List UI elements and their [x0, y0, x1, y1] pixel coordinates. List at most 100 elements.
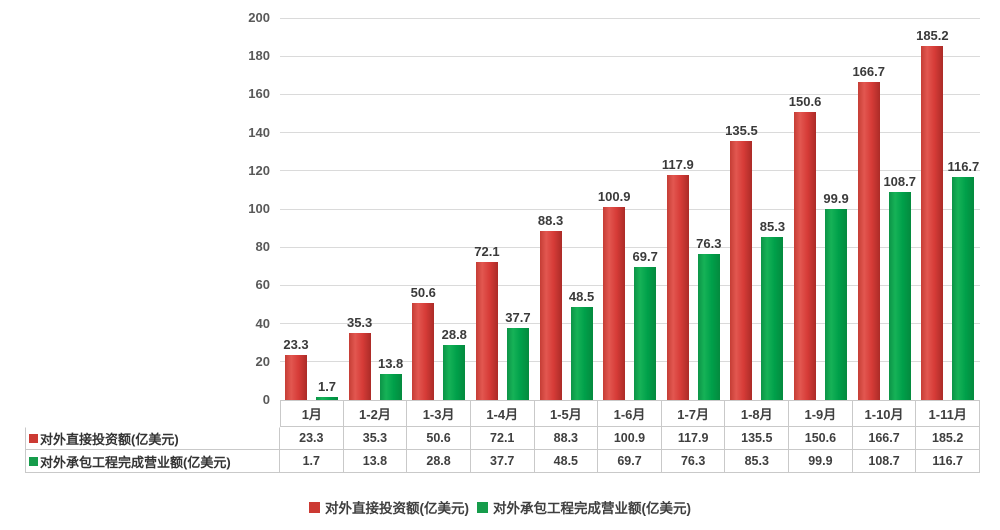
legend-marker-icon — [477, 501, 488, 513]
y-axis-tick-label: 0 — [262, 392, 270, 407]
table-header-1月: 1月 — [280, 400, 344, 427]
bar-series0-1-9月 — [794, 112, 817, 400]
bar-series1-1-2月 — [379, 373, 402, 400]
y-axis-tick-label: 200 — [248, 10, 270, 25]
bar-series1-1-4月 — [506, 327, 529, 400]
table-value-cell: 99.9 — [789, 450, 853, 473]
chart-legend: 对外直接投资额(亿美元) 对外承包工程完成营业额(亿美元) — [0, 497, 1000, 517]
table-value-cell: 100.9 — [598, 427, 662, 450]
legend-label: 对外承包工程完成营业额(亿美元) — [493, 501, 691, 516]
table-row-label: 对外承包工程完成营业额(亿美元) — [25, 450, 280, 473]
table-value-cell: 13.8 — [343, 450, 408, 473]
table-header-1-6月: 1-6月 — [598, 400, 662, 427]
y-axis-tick-label: 180 — [248, 48, 270, 64]
bar-series1-1-3月 — [443, 344, 466, 400]
table-header-1-11月: 1-11月 — [916, 400, 980, 427]
bar-value-label: 116.7 — [947, 159, 980, 175]
table-header-1-5月: 1-5月 — [534, 400, 599, 427]
bar-value-label: 13.8 — [377, 355, 404, 371]
y-gridline — [280, 361, 980, 363]
table-value-cell: 76.3 — [661, 450, 726, 473]
bar-value-label: 185.2 — [916, 28, 949, 44]
bar-series0-1-7月 — [666, 174, 689, 400]
y-gridline — [280, 246, 980, 248]
table-header-1-2月: 1-2月 — [343, 400, 408, 427]
table-value-cell: 48.5 — [534, 450, 599, 473]
y-axis-tick-label: 120 — [248, 162, 270, 178]
bar-series0-1-2月 — [348, 332, 371, 400]
y-gridline — [280, 132, 980, 134]
table-value-cell: 116.7 — [916, 450, 980, 473]
series-marker-icon — [29, 456, 38, 466]
bar-series1-1-10月 — [888, 192, 911, 400]
legend-item-series1: 对外承包工程完成营业额(亿美元) — [477, 497, 691, 517]
bar-series0-1-5月 — [539, 231, 562, 400]
y-axis-tick-label: 80 — [255, 239, 270, 255]
bar-series1-1-6月 — [634, 266, 657, 400]
table-header-1-3月: 1-3月 — [407, 400, 471, 427]
bar-value-label: 37.7 — [505, 309, 531, 325]
table-value-cell: 72.1 — [470, 427, 535, 450]
bar-value-label: 35.3 — [346, 314, 373, 330]
bar-value-label: 72.1 — [474, 244, 500, 260]
series-name: 对外承包工程完成营业额(亿美元) — [40, 454, 231, 470]
table-header-1-8月: 1-8月 — [725, 400, 790, 427]
y-axis-tick-label: 40 — [255, 315, 270, 331]
table-value-cell: 35.3 — [343, 427, 408, 450]
data-table: 1月 1-2月 1-3月 1-4月 1-5月 1-6月 1-7月 1-8月 1-9月 1-10月 1… — [25, 400, 980, 473]
legend-label: 对外直接投资额(亿美元) — [325, 501, 469, 516]
bar-value-label: 117.9 — [661, 156, 694, 172]
bar-series1-1-5月 — [570, 307, 593, 400]
y-axis-tick-label: 160 — [248, 86, 270, 102]
table-value-cell: 88.3 — [534, 427, 599, 450]
bar-value-label: 76.3 — [696, 236, 722, 252]
bar-series0-1-10月 — [857, 81, 880, 400]
y-axis-tick-label: 140 — [248, 124, 270, 140]
bar-series1-1-8月 — [761, 237, 784, 400]
bar-series1-1-7月 — [697, 254, 720, 400]
y-gridline — [280, 208, 980, 210]
bar-series0-1-11月 — [921, 46, 944, 400]
series-name: 对外直接投资额(亿美元) — [40, 432, 179, 447]
y-gridline — [280, 93, 980, 95]
table-value-cell: 69.7 — [598, 450, 662, 473]
bar-series0-1-6月 — [603, 207, 626, 400]
table-header-1-9月: 1-9月 — [789, 400, 853, 427]
bar-value-label: 99.9 — [823, 191, 849, 207]
y-axis-tick-label: 20 — [255, 353, 270, 369]
table-header-1-10月: 1-10月 — [852, 400, 917, 427]
bar-value-label: 69.7 — [632, 248, 658, 264]
y-gridline — [280, 284, 980, 286]
table-value-cell: 28.8 — [407, 450, 471, 473]
bar-value-label: 48.5 — [568, 289, 595, 305]
table-value-cell: 1.7 — [280, 450, 344, 473]
y-axis-tick-label: 100 — [248, 201, 270, 216]
table-value-cell: 23.3 — [280, 427, 344, 450]
y-gridline — [280, 323, 980, 325]
y-gridline — [280, 17, 980, 19]
series-marker-icon — [29, 434, 38, 443]
y-axis-tick-label: 60 — [255, 277, 270, 293]
table-corner-cell — [25, 400, 280, 427]
table-value-cell: 185.2 — [916, 427, 980, 450]
table-value-cell: 108.7 — [852, 450, 917, 473]
table-value-cell: 85.3 — [725, 450, 790, 473]
table-value-cell: 117.9 — [661, 427, 726, 450]
bar-value-label: 1.7 — [317, 378, 337, 394]
bar-series0-1-3月 — [412, 303, 435, 400]
table-header-1-4月: 1-4月 — [470, 400, 535, 427]
table-value-cell: 37.7 — [470, 450, 535, 473]
table-header-1-7月: 1-7月 — [661, 400, 726, 427]
bar-series0-1-8月 — [730, 141, 753, 400]
bar-value-label: 85.3 — [759, 219, 786, 235]
bar-value-label: 28.8 — [441, 326, 467, 342]
table-row-label: 对外直接投资额(亿美元) — [25, 427, 280, 450]
y-gridline — [280, 170, 980, 172]
table-value-cell: 150.6 — [789, 427, 853, 450]
bar-value-label: 135.5 — [725, 123, 758, 139]
bar-value-label: 166.7 — [852, 63, 885, 79]
bar-value-label: 100.9 — [597, 189, 631, 205]
bar-series1-1-11月 — [952, 177, 975, 400]
bar-series0-1月 — [285, 355, 307, 400]
